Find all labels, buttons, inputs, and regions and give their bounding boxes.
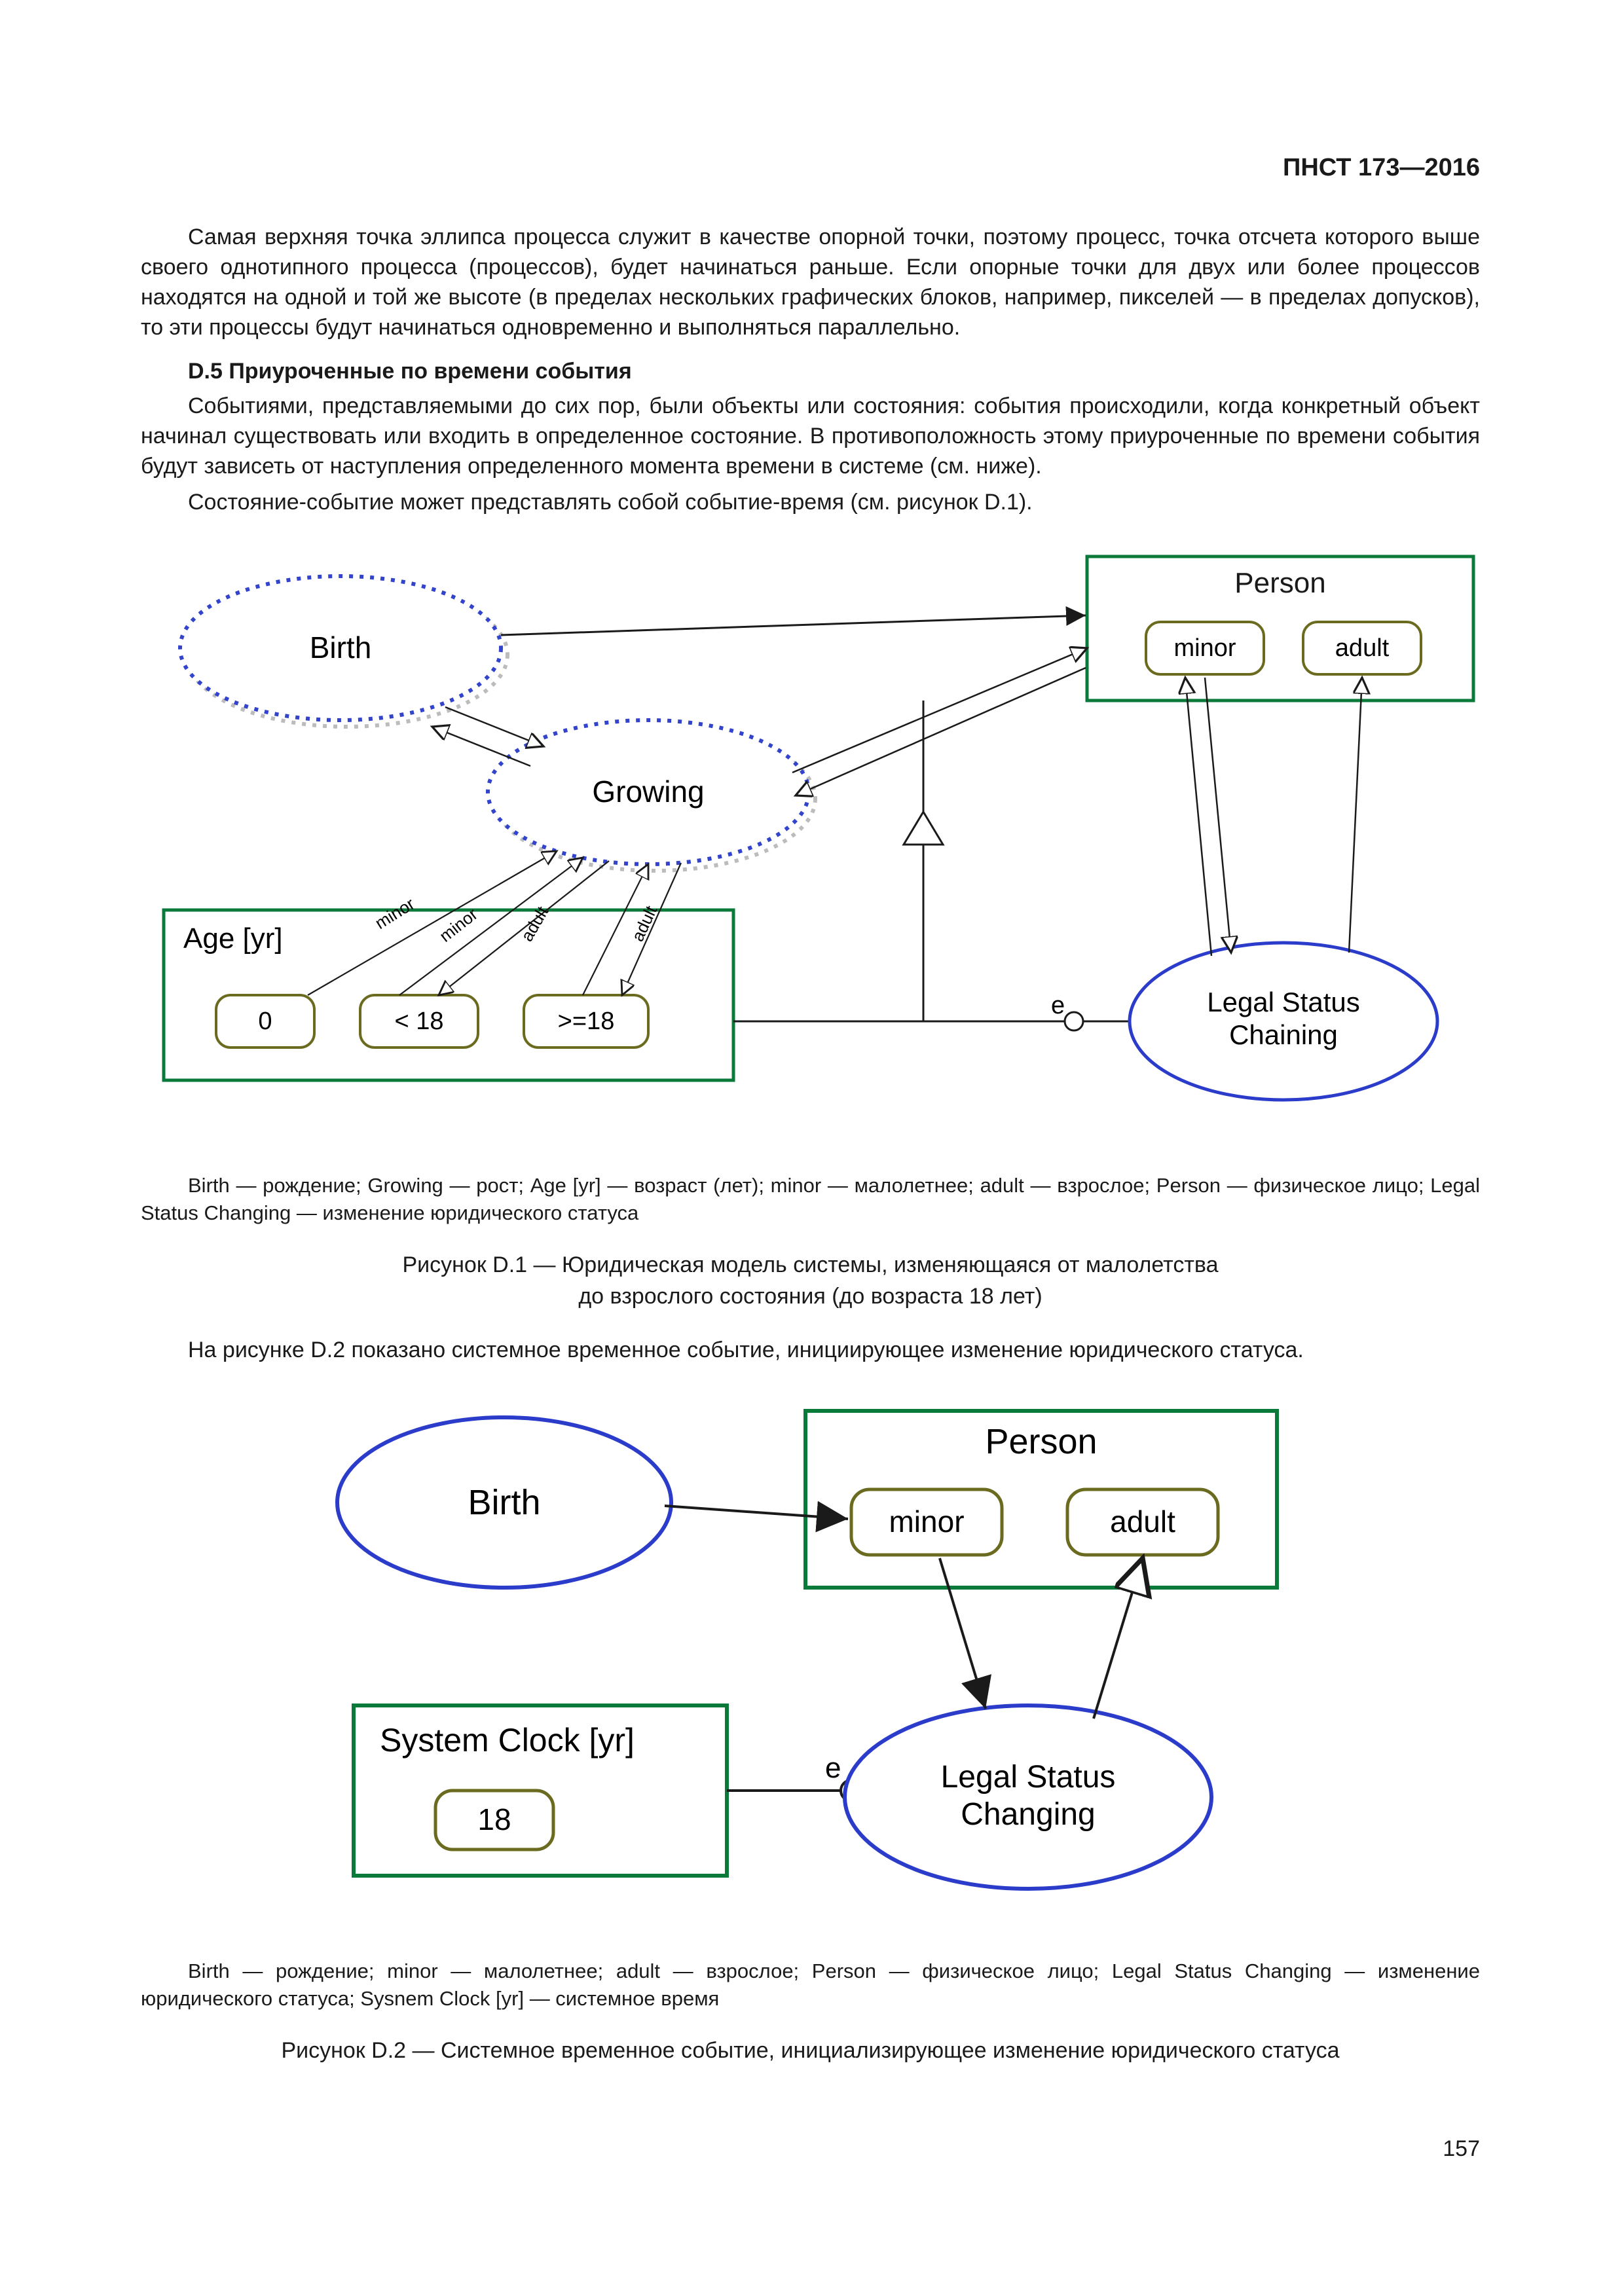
age-val-0: 0 xyxy=(258,1008,272,1035)
birth-label: Birth xyxy=(310,630,372,665)
caption-d2: Рисунок D.2 — Системное временное событи… xyxy=(141,2036,1480,2066)
edge-birth-growing-b xyxy=(432,727,530,766)
d2-clock-val: 18 xyxy=(477,1802,511,1836)
edge-birth-person xyxy=(501,615,1086,635)
gen-triangle-icon xyxy=(904,812,943,845)
paragraph-4: На рисунке D.2 показано системное времен… xyxy=(141,1336,1480,1366)
document-page: ПНСТ 173—2016 Самая верхняя точка эллипс… xyxy=(0,0,1624,2296)
adult-text: adult xyxy=(1335,634,1390,662)
paragraph-2: Событиями, представляемыми до сих пор, б… xyxy=(141,392,1480,482)
age-values: 0 < 18 >=18 xyxy=(216,995,648,1048)
event-circle-icon xyxy=(1065,1012,1083,1030)
paragraph-3: Состояние-событие может представлять соб… xyxy=(141,488,1480,518)
d2-adult-text: adult xyxy=(1110,1504,1175,1539)
caption-d1b: до взрослого состояния (до возраста 18 л… xyxy=(141,1282,1480,1312)
growing-label: Growing xyxy=(592,774,704,809)
edge-growing-person-b xyxy=(796,668,1086,795)
d2-e-label: e xyxy=(825,1752,841,1784)
lsc-label-2: Chaining xyxy=(1229,1019,1338,1050)
d2-lsc-1: Legal Status xyxy=(941,1760,1116,1795)
doc-header: ПНСТ 173—2016 xyxy=(1283,154,1480,182)
d2-birth-label: Birth xyxy=(468,1483,540,1522)
age-val-1: < 18 xyxy=(394,1008,443,1035)
age-val-2: >=18 xyxy=(558,1008,615,1035)
person-label: Person xyxy=(1234,567,1325,599)
age-label: Age [yr] xyxy=(183,922,283,955)
d2-lsc-2: Changing xyxy=(961,1797,1096,1832)
lsc-label-1: Legal Status xyxy=(1207,987,1360,1017)
minor-text: minor xyxy=(1173,634,1236,662)
section-title: D.5 Приуроченные по времени события xyxy=(141,357,1480,387)
legend-d1: Birth — рождение; Growing — рост; Age [y… xyxy=(141,1172,1480,1227)
legend-d2: Birth — рождение; minor — малолетнее; ad… xyxy=(141,1958,1480,2013)
d2-minor-text: minor xyxy=(889,1504,964,1539)
paragraph-1: Самая верхняя точка эллипса процесса слу… xyxy=(141,223,1480,343)
edge-growing-person-a xyxy=(792,648,1087,773)
caption-d1a: Рисунок D.1 — Юридическая модель системы… xyxy=(141,1250,1480,1281)
page-number: 157 xyxy=(1443,2136,1480,2162)
d2-person-label: Person xyxy=(985,1422,1097,1461)
d2-clock-label: System Clock [yr] xyxy=(380,1722,635,1758)
e-label: e xyxy=(1051,992,1065,1019)
figure-d1: Person minor adult Birth Growing Age [yr… xyxy=(138,537,1486,1133)
edge-birth-growing-a xyxy=(445,707,544,746)
figure-d2: Birth Person minor adult System Clock [y… xyxy=(308,1385,1316,1922)
